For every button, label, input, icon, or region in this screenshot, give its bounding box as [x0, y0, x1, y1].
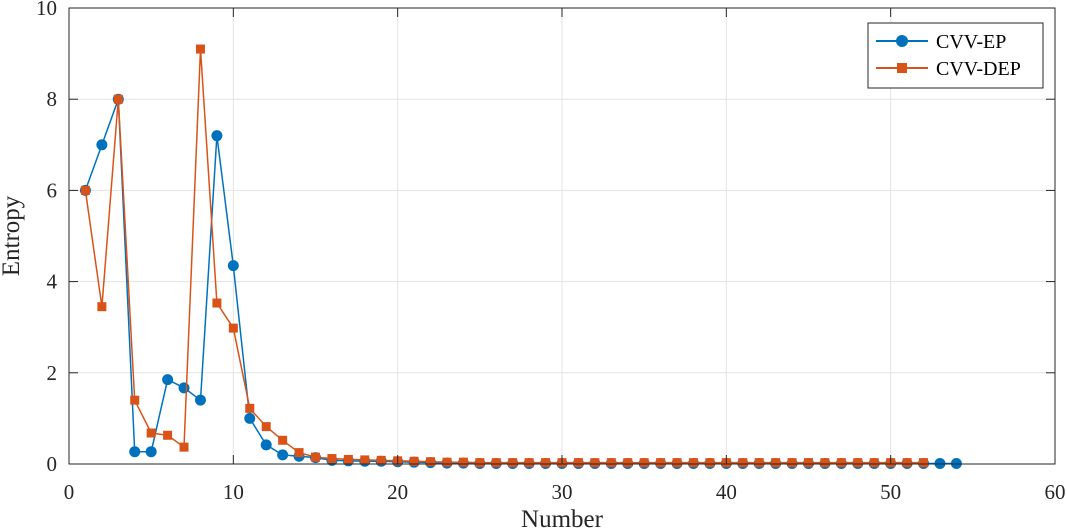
legend: CVV-EP CVV-DEP [867, 22, 1044, 89]
legend-label-cvv-dep: CVV-DEP [936, 58, 1021, 80]
data-point-cvv-dep [195, 44, 205, 54]
data-point-cvv-dep [820, 458, 830, 468]
y-tick-label: 4 [47, 270, 58, 294]
data-point-cvv-dep [212, 298, 222, 308]
x-tick-label: 20 [387, 480, 408, 504]
data-point-cvv-dep [738, 458, 748, 468]
data-point-cvv-ep [211, 130, 223, 142]
data-point-cvv-ep [277, 449, 289, 461]
legend-label-cvv-ep: CVV-EP [936, 31, 1006, 53]
x-tick-label: 30 [552, 480, 573, 504]
data-point-cvv-ep [162, 374, 174, 386]
data-point-cvv-dep [508, 458, 518, 468]
data-point-cvv-ep [129, 446, 141, 458]
y-tick-label: 8 [47, 87, 58, 111]
x-axis-label: Number [521, 506, 604, 530]
y-axis-label: Entropy [0, 195, 25, 276]
legend-marker-cvv-dep [897, 63, 907, 73]
series-line-cvv-dep [84, 48, 924, 464]
data-point-cvv-dep [179, 442, 189, 452]
data-point-cvv-dep [623, 458, 633, 468]
data-point-cvv-dep [146, 428, 156, 438]
data-point-cvv-dep [869, 458, 879, 468]
y-tick-label: 6 [47, 178, 58, 202]
y-tick-labels: 0 2 4 6 8 10 [36, 0, 58, 476]
data-point-cvv-dep [97, 302, 107, 312]
legend-marker-cvv-ep [896, 35, 908, 47]
data-point-cvv-dep [688, 458, 698, 468]
data-point-cvv-dep [228, 323, 238, 333]
data-point-cvv-dep [639, 458, 649, 468]
x-tick-label: 40 [716, 480, 737, 504]
data-point-cvv-dep [606, 458, 616, 468]
data-point-cvv-dep [475, 458, 485, 468]
data-point-cvv-ep [194, 394, 206, 406]
y-tick-label: 0 [47, 452, 58, 476]
data-point-cvv-dep [656, 458, 666, 468]
data-point-cvv-dep [360, 455, 370, 465]
data-point-cvv-dep [327, 454, 337, 464]
series-cvv-dep [80, 44, 929, 468]
data-point-cvv-dep [573, 458, 583, 468]
data-point-cvv-dep [458, 457, 468, 467]
data-point-cvv-dep [919, 458, 929, 468]
data-point-cvv-dep [130, 395, 140, 405]
data-point-cvv-dep [426, 457, 436, 467]
data-point-cvv-dep [376, 455, 386, 465]
axis-ticks [68, 7, 1056, 465]
data-point-cvv-dep [590, 458, 600, 468]
data-point-cvv-dep [311, 452, 320, 462]
x-tick-labels: 0 10 20 30 40 50 60 [64, 480, 1066, 504]
data-point-cvv-ep [227, 260, 239, 272]
data-point-cvv-dep [705, 458, 715, 468]
data-point-cvv-dep [80, 185, 90, 195]
data-point-cvv-dep [113, 94, 123, 104]
data-point-cvv-ep [260, 439, 272, 451]
data-point-cvv-dep [245, 403, 255, 413]
data-point-cvv-dep [541, 458, 551, 468]
data-point-cvv-dep [294, 448, 304, 458]
data-point-cvv-dep [804, 458, 813, 468]
y-tick-label: 10 [36, 0, 57, 20]
x-tick-label: 50 [880, 480, 901, 504]
data-point-cvv-dep [261, 422, 271, 432]
y-tick-label: 2 [47, 361, 58, 385]
data-point-cvv-dep [672, 458, 682, 468]
data-point-cvv-dep [853, 458, 863, 468]
data-point-cvv-ep [96, 139, 108, 151]
data-point-cvv-dep [442, 457, 452, 467]
data-point-cvv-dep [524, 458, 534, 468]
data-point-cvv-dep [771, 458, 781, 468]
data-point-cvv-dep [491, 458, 501, 468]
data-point-cvv-dep [343, 454, 353, 464]
x-tick-label: 60 [1045, 480, 1066, 504]
data-point-cvv-dep [278, 435, 288, 445]
data-point-cvv-ep [145, 446, 157, 458]
data-point-cvv-dep [409, 456, 419, 466]
data-point-cvv-dep [787, 458, 797, 468]
data-point-cvv-ep [178, 382, 190, 394]
legend-box [867, 22, 1044, 89]
data-point-cvv-dep [836, 458, 846, 468]
data-point-cvv-ep [244, 412, 256, 424]
data-point-cvv-dep [163, 430, 173, 440]
data-point-cvv-dep [754, 458, 764, 468]
x-tick-label: 0 [64, 480, 75, 504]
data-point-cvv-dep [902, 458, 912, 468]
x-tick-label: 10 [223, 480, 244, 504]
